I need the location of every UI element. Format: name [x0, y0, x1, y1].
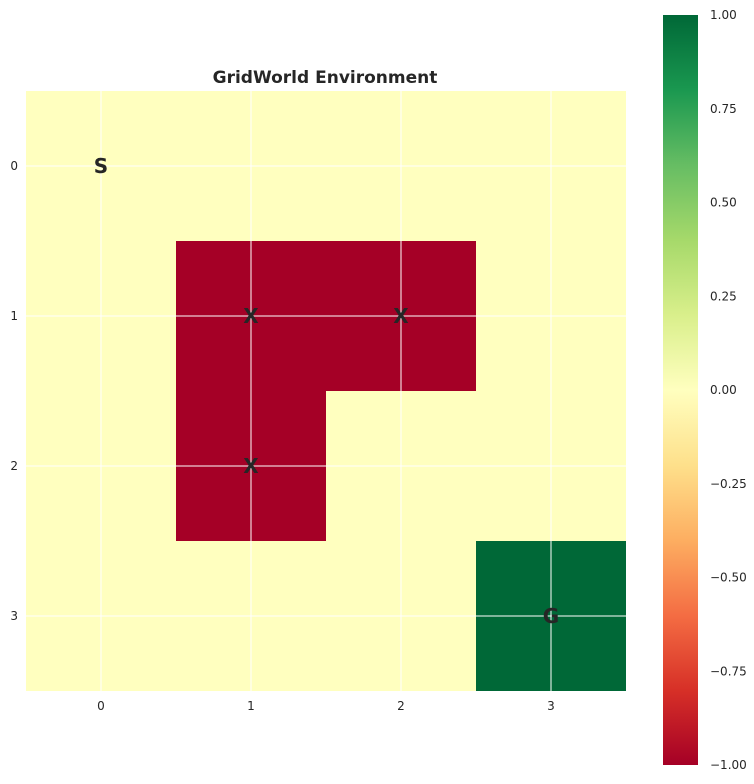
- cell-label: X: [243, 304, 259, 328]
- heatmap-cells: [26, 91, 626, 691]
- cell-label: X: [243, 454, 259, 478]
- x-tick-label: 0: [97, 699, 105, 713]
- colorbar-tick-label: −0.50: [710, 571, 747, 585]
- colorbar-tick-label: 1.00: [710, 8, 737, 22]
- colorbar-tick-label: 0.25: [710, 289, 737, 303]
- x-axis-ticks: 0 1 2 3: [97, 699, 555, 713]
- cell-label: X: [393, 304, 409, 328]
- cell-label: G: [543, 604, 559, 628]
- x-tick-label: 2: [397, 699, 405, 713]
- colorbar-tick-label: −0.75: [710, 664, 747, 678]
- x-tick-label: 3: [547, 699, 555, 713]
- x-tick-label: 1: [247, 699, 255, 713]
- y-tick-label: 2: [10, 459, 18, 473]
- colorbar-tick-label: 0.00: [710, 383, 737, 397]
- colorbar-tick-label: 0.50: [710, 196, 737, 210]
- grid-lines: [26, 91, 626, 691]
- colorbar: 1.00 0.75 0.50 0.25 0.00 −0.25 −0.50 −0.75 −1.00: [663, 8, 747, 772]
- colorbar-tick-label: 0.75: [710, 102, 737, 116]
- colorbar-gradient: [663, 15, 698, 765]
- y-tick-label: 3: [10, 609, 18, 623]
- colorbar-tick-label: −0.25: [710, 477, 747, 491]
- chart-title: GridWorld Environment: [213, 68, 438, 88]
- y-tick-label: 1: [10, 309, 18, 323]
- y-axis-ticks: 0 1 2 3: [10, 159, 18, 623]
- colorbar-ticks: 1.00 0.75 0.50 0.25 0.00 −0.25 −0.50 −0.75 −1.00: [710, 8, 747, 772]
- cell-label: S: [94, 154, 108, 178]
- y-tick-label: 0: [10, 159, 18, 173]
- colorbar-tick-label: −1.00: [710, 758, 747, 772]
- cell-labels: S X X X G: [94, 154, 559, 628]
